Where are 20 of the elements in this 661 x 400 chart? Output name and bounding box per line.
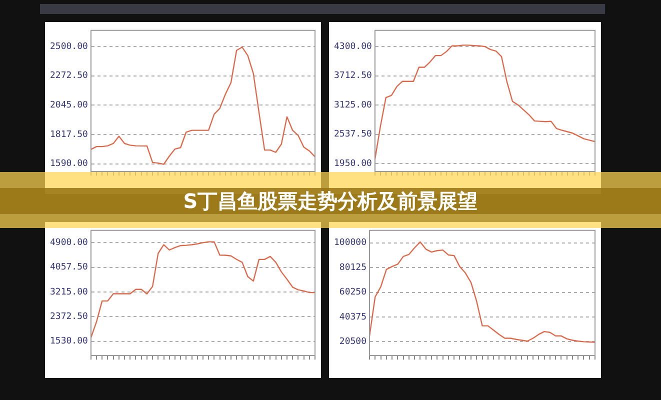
y-tick-label: 3125.00	[334, 100, 372, 110]
y-tick-label: 1950.00	[334, 158, 372, 169]
y-tick-label: 80125	[339, 262, 367, 273]
y-tick-label: 1817.50	[50, 130, 88, 140]
y-tick-label: 1590.00	[50, 159, 88, 170]
y-tick-label: 40375	[339, 312, 367, 322]
y-tick-label: 20500	[339, 337, 367, 348]
y-tick-label: 3215.00	[50, 287, 88, 298]
y-tick-label: 3712.50	[334, 71, 372, 82]
y-tick-label: 2045.00	[50, 100, 88, 111]
y-tick-label: 4057.50	[50, 262, 88, 273]
y-tick-label: 4900.00	[50, 238, 88, 248]
y-tick-label: 1530.00	[50, 336, 88, 347]
y-tick-label: 100000	[334, 238, 367, 248]
y-tick-label: 60250	[339, 288, 367, 298]
y-tick-label: 4300.00	[334, 42, 372, 52]
y-tick-label: 2372.50	[50, 312, 88, 322]
y-tick-label: 2500.00	[50, 42, 88, 52]
y-tick-label: 2537.50	[334, 130, 372, 140]
y-tick-label: 2272.50	[50, 71, 88, 82]
